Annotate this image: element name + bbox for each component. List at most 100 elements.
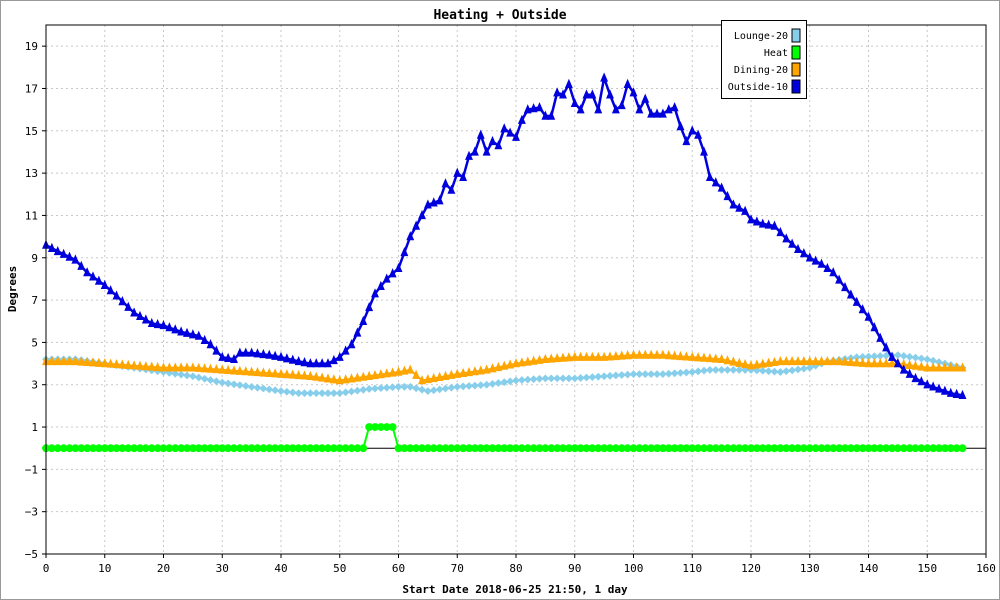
data-point: [747, 214, 755, 224]
data-point: [212, 377, 221, 386]
data-point: [441, 178, 450, 188]
x-tick-label: 150: [917, 562, 937, 575]
data-point: [641, 370, 650, 379]
data-point: [447, 383, 456, 392]
data-point: [876, 358, 885, 368]
data-point: [547, 353, 556, 363]
data-point: [435, 385, 444, 394]
data-point: [870, 322, 879, 332]
data-point: [447, 369, 456, 379]
data-point: [529, 355, 538, 365]
data-point: [623, 370, 632, 379]
data-point: [183, 371, 191, 380]
data-point: [100, 358, 109, 368]
data-point: [594, 104, 603, 114]
x-tick-label: 110: [682, 562, 702, 575]
data-point: [770, 367, 779, 376]
data-point: [958, 444, 967, 453]
x-axis-label: Start Date 2018-06-25 21:50, 1 day: [402, 583, 628, 596]
data-point: [124, 301, 133, 311]
data-point: [670, 369, 679, 378]
data-point: [200, 363, 209, 373]
data-point: [277, 351, 285, 361]
data-point: [723, 366, 732, 374]
data-point: [429, 197, 438, 207]
data-point: [265, 349, 274, 359]
data-point: [952, 362, 961, 372]
data-point: [512, 376, 520, 385]
data-point: [782, 355, 791, 366]
data-point: [476, 365, 485, 375]
data-point: [764, 367, 773, 376]
data-point: [488, 135, 497, 146]
data-point: [517, 114, 526, 124]
data-point: [53, 245, 62, 256]
data-point: [418, 209, 426, 220]
data-point: [482, 364, 491, 374]
y-tick-label: 17: [25, 82, 38, 95]
data-point: [112, 290, 121, 300]
data-point: [564, 78, 573, 88]
data-point: [623, 78, 632, 88]
data-point: [841, 356, 849, 366]
data-point: [623, 350, 632, 360]
data-point: [700, 146, 708, 156]
data-point: [318, 372, 327, 382]
data-point: [259, 367, 268, 377]
data-point: [265, 385, 274, 394]
data-point: [435, 371, 444, 382]
data-point: [588, 351, 597, 361]
y-tick-label: −5: [25, 548, 38, 561]
data-point: [864, 311, 873, 321]
data-point: [752, 216, 761, 226]
x-tick-label: 100: [624, 562, 644, 575]
x-axis-ticks: 0 10 20 30 40 50 60 70 80 90 100 110 120 130 140 150 160: [43, 554, 996, 575]
data-point: [917, 376, 926, 386]
data-point: [553, 374, 562, 383]
y-axis-label: Degrees: [6, 266, 19, 312]
data-point: [71, 355, 80, 366]
data-point: [318, 389, 327, 398]
data-point: [253, 348, 262, 358]
data-point: [341, 345, 350, 355]
data-point: [406, 231, 415, 241]
data-point: [312, 358, 321, 368]
data-point: [799, 364, 808, 373]
data-point: [606, 371, 614, 380]
data-point: [353, 372, 362, 382]
data-point: [682, 351, 691, 361]
data-point: [241, 347, 250, 357]
data-point: [606, 351, 614, 361]
data-point: [335, 389, 344, 398]
data-point: [629, 349, 638, 359]
data-point: [711, 366, 720, 374]
x-tick-label: 40: [274, 562, 287, 575]
data-point: [664, 350, 673, 360]
data-point: [371, 384, 379, 393]
data-point: [159, 362, 168, 372]
data-point: [641, 93, 650, 103]
data-point: [770, 220, 779, 230]
data-point: [335, 351, 344, 361]
x-tick-label: 10: [98, 562, 111, 575]
data-point: [758, 366, 767, 375]
data-point: [253, 366, 262, 377]
data-point: [300, 357, 309, 367]
data-point: [47, 242, 56, 252]
data-point: [705, 366, 714, 374]
x-tick-label: 50: [333, 562, 346, 575]
data-point: [359, 315, 368, 325]
data-point: [611, 371, 620, 380]
data-point: [235, 381, 244, 390]
data-point: [782, 367, 791, 376]
data-point: [517, 357, 526, 367]
data-point: [841, 281, 849, 292]
data-point: [923, 379, 932, 389]
data-point: [312, 371, 321, 381]
legend-label: Heat: [764, 48, 788, 59]
x-tick-label: 20: [157, 562, 170, 575]
data-point: [570, 351, 579, 361]
y-tick-label: 3: [31, 379, 38, 392]
data-point: [553, 87, 562, 97]
